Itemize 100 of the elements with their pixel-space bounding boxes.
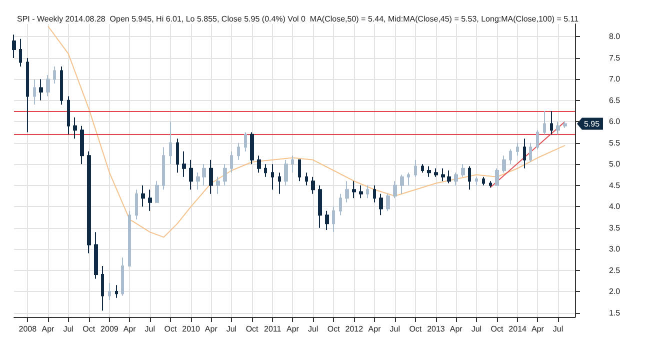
x-tick-label: Apr	[42, 324, 55, 334]
y-tick-label: 2.0	[609, 287, 621, 296]
candlestick	[73, 116, 77, 140]
candlestick	[414, 159, 417, 178]
candlestick	[237, 142, 240, 160]
annotation: 5.95	[584, 119, 600, 128]
candlestick	[53, 66, 56, 84]
candlestick	[148, 189, 152, 212]
candlestick	[244, 132, 247, 152]
y-tick-label: 4.5	[609, 180, 621, 190]
x-tick-label: Apr	[368, 324, 382, 334]
candlestick	[26, 57, 29, 133]
x-tick-label: Jul	[63, 324, 74, 334]
candlestick	[550, 110, 553, 135]
candlestick	[482, 176, 485, 186]
candlestick	[373, 184, 376, 203]
x-tick-label: 2010	[182, 324, 200, 334]
candlestick	[543, 110, 546, 135]
candlestick	[209, 159, 213, 194]
candlestick	[345, 180, 349, 203]
candlestick	[230, 150, 233, 174]
candlestick	[298, 159, 301, 182]
candlestick	[19, 38, 22, 67]
candlestick	[278, 172, 281, 194]
candlestick	[305, 172, 308, 186]
y-tick-label: 7.0	[609, 74, 621, 84]
x-tick-label: Oct	[490, 324, 504, 334]
candlestick	[202, 164, 206, 186]
candlestick	[216, 176, 220, 194]
x-tick-label: Oct	[327, 324, 341, 334]
candlestick	[447, 170, 451, 184]
chart-title: SPI - Weekly 2014.08.28 Open 5.945, Hi 6.01, Lo 5.855, Close 5.95 (0.4%) Vol 0 MA(Close,50) = 5.44, Mid:MA(Close,45) = 5.53, Long:MA(Close,100) = 5.11	[17, 14, 580, 24]
candlestick	[529, 142, 532, 163]
x-tick-label: Apr	[450, 324, 463, 334]
candlestick	[101, 266, 104, 312]
candlestick	[176, 138, 179, 174]
x-tick-label: Oct	[409, 324, 422, 334]
x-tick-label: Apr	[531, 324, 544, 334]
candlestick	[359, 184, 363, 199]
candlestick	[46, 74, 50, 97]
candlestick	[441, 168, 445, 182]
candlestick	[393, 180, 397, 199]
candlestick	[454, 172, 458, 186]
candlestick	[39, 78, 43, 101]
y-tick-label: 1.5	[609, 308, 621, 318]
x-tick-label: Oct	[82, 324, 96, 334]
candlestick	[461, 164, 465, 178]
candlestick	[135, 189, 138, 220]
candlestick	[386, 193, 390, 212]
candlestick	[379, 193, 383, 216]
x-tick-label: Jul	[144, 324, 156, 334]
candlestick	[189, 159, 193, 190]
x-tick-label: Jul	[471, 324, 482, 334]
candlestick	[80, 125, 84, 165]
y-tick-label: 4.0	[609, 202, 621, 212]
candlestick	[427, 166, 431, 178]
candlestick	[400, 174, 404, 194]
candlestick	[128, 210, 131, 267]
y-tick-label: 5.0	[609, 160, 621, 169]
candlestick	[108, 282, 111, 301]
candlestick	[257, 155, 261, 174]
candlestick	[141, 184, 145, 208]
y-tick-label: 2.5	[609, 266, 621, 275]
candlestick	[12, 34, 16, 58]
candlestick	[339, 193, 342, 216]
x-tick-label: Apr	[204, 324, 218, 334]
candlestick	[536, 130, 539, 150]
candlestick	[271, 164, 274, 190]
candlestick	[162, 146, 165, 190]
candlestick	[502, 155, 506, 174]
x-tick-label: Jul	[552, 324, 564, 334]
candlestick	[94, 232, 98, 280]
candlestick	[264, 164, 267, 178]
x-tick-label: Oct	[246, 324, 260, 334]
candlestick	[67, 96, 70, 135]
x-tick-label: 2013	[427, 324, 446, 334]
x-tick-label: 2012	[345, 324, 364, 334]
x-tick-label: 2009	[100, 324, 119, 334]
x-tick-label: Apr	[286, 324, 300, 334]
candlestick	[516, 142, 519, 156]
candlestick	[169, 121, 172, 165]
candlestick	[332, 206, 335, 233]
candlestick	[223, 164, 227, 186]
candlestick	[182, 150, 186, 178]
y-tick-label: 8.0	[609, 32, 621, 42]
candlestick	[434, 168, 438, 178]
candlestick	[121, 257, 124, 296]
candlestick	[407, 172, 410, 186]
candlestick	[311, 176, 315, 194]
candlestick	[556, 121, 560, 135]
x-tick-label: Jul	[390, 324, 400, 334]
line-series	[47, 26, 566, 238]
x-tick-label: Oct	[164, 324, 178, 334]
y-tick-label: 3.0	[609, 244, 621, 254]
candlestick	[318, 184, 322, 228]
candlestick	[421, 164, 424, 174]
candlestick	[523, 138, 526, 169]
x-tick-label: Jul	[226, 324, 237, 334]
candlestick	[489, 180, 492, 188]
candlestick	[60, 66, 63, 106]
